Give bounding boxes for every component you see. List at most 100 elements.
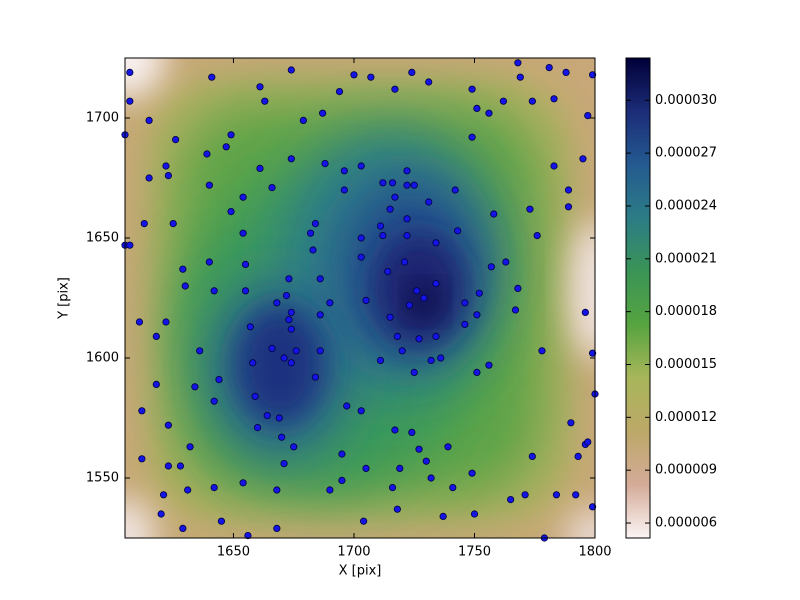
data-point bbox=[415, 335, 423, 343]
data-point bbox=[244, 531, 252, 540]
data-point bbox=[393, 332, 401, 340]
data-point bbox=[485, 109, 493, 117]
data-point bbox=[360, 517, 368, 525]
data-point bbox=[275, 414, 283, 422]
data-point bbox=[396, 464, 404, 472]
data-point bbox=[241, 260, 250, 268]
y-tick-label: 1600 bbox=[86, 351, 119, 366]
data-point bbox=[376, 222, 385, 230]
data-point bbox=[273, 486, 281, 494]
data-point bbox=[454, 227, 462, 235]
plot-frame bbox=[124, 57, 596, 539]
data-point bbox=[400, 258, 409, 266]
data-point bbox=[268, 184, 276, 192]
data-point bbox=[126, 97, 134, 105]
data-point bbox=[415, 445, 423, 453]
data-point bbox=[217, 517, 226, 525]
data-point bbox=[432, 279, 440, 288]
data-point bbox=[451, 186, 459, 194]
data-point bbox=[528, 97, 536, 105]
x-tick-label: 1800 bbox=[578, 545, 611, 560]
data-point bbox=[567, 419, 575, 427]
data-point bbox=[338, 476, 346, 484]
data-point bbox=[335, 88, 344, 96]
data-point bbox=[239, 229, 247, 237]
data-point bbox=[475, 289, 483, 297]
x-tick-label: 1700 bbox=[337, 545, 370, 560]
data-point bbox=[196, 347, 204, 355]
data-point bbox=[588, 503, 597, 511]
data-point bbox=[432, 239, 440, 247]
data-point bbox=[422, 457, 430, 465]
data-point bbox=[391, 193, 399, 201]
data-point bbox=[376, 356, 385, 364]
data-point bbox=[516, 73, 524, 81]
data-point bbox=[584, 112, 592, 120]
data-point bbox=[487, 263, 495, 271]
data-point bbox=[186, 443, 194, 451]
data-point bbox=[427, 356, 435, 364]
data-point bbox=[319, 109, 327, 117]
data-point bbox=[403, 181, 411, 189]
data-point bbox=[552, 491, 561, 499]
colorbar-tick-label: 0.000009 bbox=[655, 463, 717, 478]
colorbar-tick-label: 0.000021 bbox=[655, 251, 717, 266]
data-point bbox=[350, 71, 358, 79]
data-point bbox=[256, 83, 264, 91]
data-point bbox=[241, 287, 250, 295]
data-point bbox=[282, 291, 291, 300]
data-point bbox=[581, 308, 589, 316]
data-point bbox=[126, 241, 134, 249]
colorbar-tick-label: 0.000015 bbox=[655, 357, 717, 372]
data-point bbox=[152, 380, 160, 388]
data-point bbox=[285, 315, 293, 324]
data-point bbox=[526, 205, 534, 213]
data-point bbox=[311, 220, 320, 228]
data-point bbox=[388, 483, 397, 492]
data-point bbox=[280, 459, 288, 468]
data-point bbox=[579, 155, 587, 163]
data-point bbox=[215, 375, 223, 384]
data-point bbox=[172, 136, 180, 144]
data-point bbox=[309, 246, 317, 254]
data-point bbox=[384, 267, 392, 276]
data-point bbox=[485, 361, 493, 369]
data-point bbox=[574, 452, 582, 460]
data-point bbox=[468, 85, 476, 93]
data-point bbox=[386, 313, 394, 321]
colorbar-tick-label: 0.000006 bbox=[655, 516, 717, 531]
data-point bbox=[403, 167, 411, 175]
data-point bbox=[461, 299, 469, 307]
data-point bbox=[249, 359, 257, 367]
data-point bbox=[420, 294, 428, 302]
data-point bbox=[473, 104, 481, 113]
colorbar-tick-label: 0.000024 bbox=[655, 198, 717, 213]
data-point bbox=[502, 258, 510, 266]
data-point bbox=[145, 116, 153, 125]
data-point bbox=[588, 349, 597, 357]
data-point bbox=[227, 208, 235, 216]
data-point bbox=[533, 232, 541, 240]
data-point bbox=[159, 491, 168, 499]
data-point bbox=[285, 275, 293, 283]
y-tick-label: 1650 bbox=[86, 231, 119, 246]
data-point bbox=[280, 354, 288, 362]
data-point bbox=[287, 155, 295, 163]
data-point bbox=[287, 325, 295, 333]
data-point bbox=[164, 462, 172, 470]
data-point bbox=[152, 332, 160, 340]
data-point bbox=[357, 162, 365, 170]
data-point bbox=[357, 407, 365, 415]
data-point bbox=[393, 505, 401, 513]
data-point bbox=[316, 275, 324, 283]
data-point bbox=[164, 421, 172, 429]
data-point bbox=[432, 332, 440, 340]
data-point bbox=[391, 426, 399, 434]
data-point bbox=[261, 97, 269, 105]
data-point bbox=[588, 71, 597, 79]
data-point bbox=[169, 220, 177, 228]
data-point bbox=[545, 64, 553, 72]
data-point bbox=[311, 373, 320, 381]
data-point bbox=[340, 167, 348, 175]
data-point bbox=[357, 234, 365, 242]
